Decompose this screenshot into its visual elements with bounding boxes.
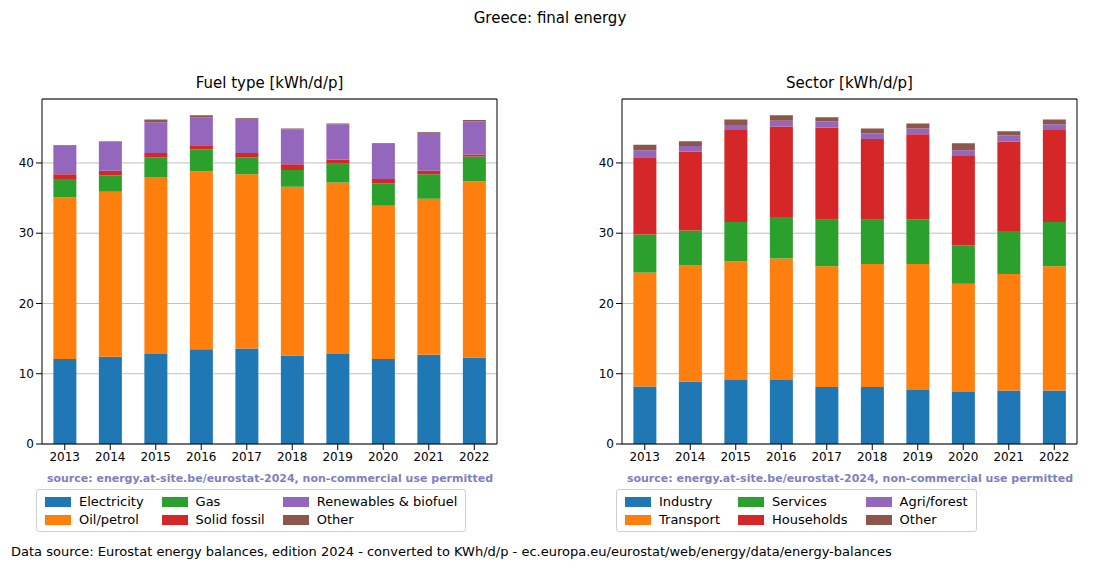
svg-text:2019: 2019: [902, 450, 933, 464]
html-text:Solid fossil: Solid fossil: [195, 512, 265, 527]
svg-text:2019: 2019: [322, 450, 353, 464]
svg-text:2017: 2017: [811, 450, 842, 464]
svg-text:0: 0: [606, 437, 614, 451]
html-text:Fuel type [kWh/d/p]: Fuel type [kWh/d/p]: [195, 74, 344, 92]
html-text:Other: Other: [899, 512, 937, 527]
html-text:Electricity: Electricity: [79, 494, 144, 509]
html-text:Data source: Eurostat energy b: Data source: Eurostat energy balances, e…: [11, 544, 892, 559]
html-text:Gas: Gas: [195, 494, 221, 509]
html-text:Renewables & biofuel: Renewables & biofuel: [316, 494, 458, 509]
html-text:source: energy.at-site.be/euro: source: energy.at-site.be/eurostat-2024,…: [626, 472, 1074, 485]
svg-text:2020: 2020: [368, 450, 399, 464]
html-text:Sector [kWh/d/p]: Sector [kWh/d/p]: [786, 74, 913, 92]
html-text:Oil/petrol: Oil/petrol: [79, 512, 139, 527]
svg-text:20: 20: [599, 297, 614, 311]
svg-text:30: 30: [19, 226, 34, 240]
svg-text:0: 0: [26, 437, 34, 451]
svg-text:2018: 2018: [857, 450, 888, 464]
html-text:Agri/forest: Agri/forest: [899, 494, 968, 509]
svg-text:2022: 2022: [1039, 450, 1070, 464]
svg-text:40: 40: [19, 156, 34, 170]
html-text:Services: Services: [772, 494, 827, 509]
html-text:Households: Households: [772, 512, 848, 527]
svg-text:2017: 2017: [231, 450, 262, 464]
svg-text:2014: 2014: [95, 450, 126, 464]
svg-text:2018: 2018: [277, 450, 308, 464]
svg-text:2020: 2020: [948, 450, 979, 464]
html-text:source: energy.at-site.be/euro: source: energy.at-site.be/eurostat-2024,…: [46, 472, 494, 485]
svg-text:2021: 2021: [993, 450, 1024, 464]
html-text:Transport: Transport: [659, 512, 720, 527]
svg-text:2021: 2021: [413, 450, 444, 464]
svg-text:20: 20: [19, 297, 34, 311]
svg-text:2016: 2016: [766, 450, 797, 464]
svg-text:30: 30: [599, 226, 614, 240]
svg-text:2022: 2022: [459, 450, 490, 464]
svg-text:40: 40: [599, 156, 614, 170]
html-text:Industry: Industry: [659, 494, 713, 509]
svg-text:2013: 2013: [629, 450, 660, 464]
svg-text:2016: 2016: [186, 450, 217, 464]
html-text:Other: Other: [316, 512, 354, 527]
svg-text:2014: 2014: [675, 450, 706, 464]
svg-text:10: 10: [599, 367, 614, 381]
html-text:Greece: final energy: Greece: final energy: [473, 9, 627, 27]
svg-text:2015: 2015: [720, 450, 751, 464]
svg-text:2015: 2015: [140, 450, 171, 464]
svg-text:10: 10: [19, 367, 34, 381]
svg-text:2013: 2013: [49, 450, 80, 464]
